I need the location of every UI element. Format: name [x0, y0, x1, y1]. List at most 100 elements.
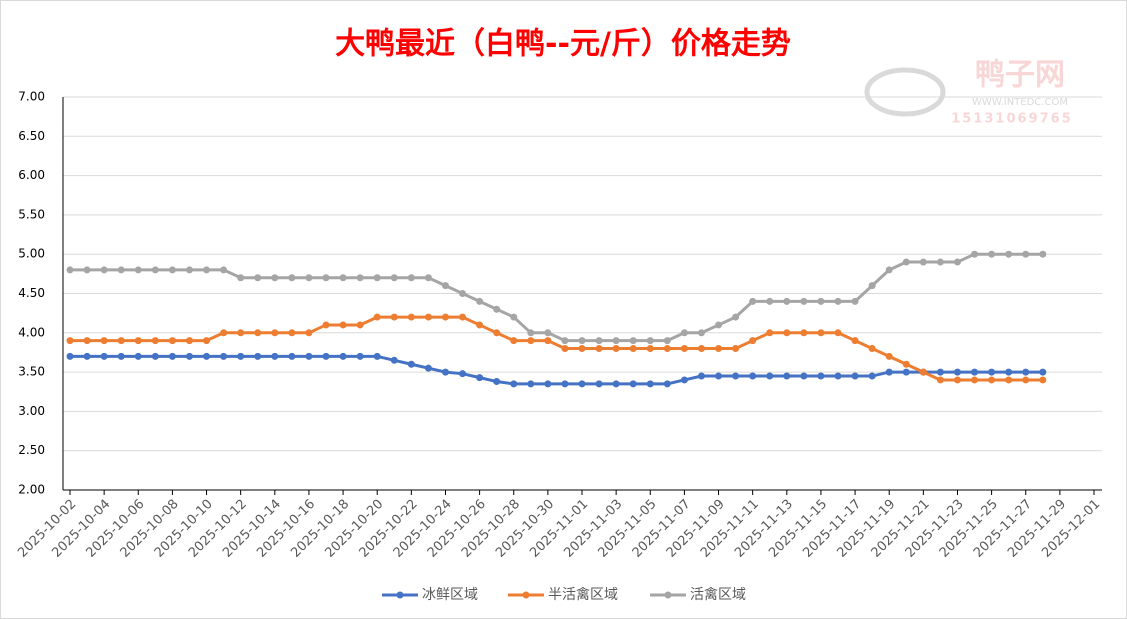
data-point [100, 352, 108, 360]
data-point [544, 337, 552, 345]
data-point [715, 321, 723, 329]
data-point [322, 352, 330, 360]
data-point [680, 345, 688, 353]
data-point [373, 274, 381, 282]
data-point [817, 372, 825, 380]
data-point [868, 345, 876, 353]
data-point [288, 352, 296, 360]
data-point [1005, 376, 1013, 384]
data-point [83, 266, 91, 274]
data-point [868, 282, 876, 290]
data-point [680, 329, 688, 337]
legend-marker [396, 591, 404, 599]
data-point [66, 266, 74, 274]
data-point [732, 313, 740, 321]
data-point [902, 258, 910, 266]
data-point [783, 297, 791, 305]
y-tick-label: 2.00 [18, 483, 45, 497]
data-point [459, 290, 467, 297]
data-point [578, 380, 586, 388]
data-point [595, 337, 603, 345]
data-point [680, 376, 688, 384]
data-point [100, 266, 108, 274]
data-point [66, 352, 74, 360]
data-point [800, 297, 808, 305]
legend-marker [664, 591, 672, 599]
data-point [663, 345, 671, 353]
data-point [476, 374, 484, 382]
data-point [732, 372, 740, 380]
data-point [885, 266, 893, 274]
data-point [203, 352, 211, 360]
data-point [493, 378, 501, 386]
data-point [459, 313, 467, 321]
data-point [390, 356, 398, 364]
data-point [305, 329, 313, 337]
data-point [988, 376, 996, 384]
data-point [749, 337, 757, 345]
y-tick-label: 4.50 [18, 286, 45, 300]
data-point [766, 372, 774, 380]
data-point [902, 368, 910, 376]
data-point [305, 274, 313, 282]
data-point [237, 329, 245, 337]
data-point [612, 380, 620, 388]
data-point [134, 337, 142, 345]
data-point [1005, 368, 1013, 376]
data-point [936, 376, 944, 384]
data-point [766, 297, 774, 305]
data-point [1022, 368, 1030, 376]
data-point [527, 337, 535, 345]
data-point [288, 329, 296, 337]
data-point [390, 313, 398, 321]
data-point [817, 329, 825, 337]
data-point [441, 313, 449, 321]
data-point [356, 274, 364, 282]
watermark: 鸭子网 WWW.INTEDC.COM 15131069765 [864, 58, 1073, 127]
data-point [271, 329, 279, 337]
data-point [151, 352, 159, 360]
data-point [510, 380, 518, 388]
data-point [356, 352, 364, 360]
y-tick-label: 4.00 [18, 325, 45, 339]
data-point [288, 274, 296, 282]
data-point [851, 337, 859, 345]
data-point [185, 266, 193, 274]
data-point [663, 337, 671, 345]
data-point [527, 380, 535, 388]
series-line [70, 252, 1043, 343]
data-point [936, 368, 944, 376]
data-point [544, 329, 552, 337]
data-point [220, 352, 228, 360]
data-point [220, 266, 228, 274]
data-point [390, 274, 398, 282]
data-point [168, 352, 176, 360]
data-point [134, 266, 142, 274]
watermark-phone: 15131069765 [951, 112, 1073, 127]
data-point [339, 321, 347, 329]
data-point [220, 329, 228, 337]
data-point [66, 337, 74, 345]
data-point [971, 376, 979, 384]
data-point [971, 368, 979, 376]
data-point [117, 352, 125, 360]
data-point [919, 258, 927, 266]
data-point [117, 337, 125, 345]
data-point [1005, 250, 1013, 258]
data-point [629, 337, 637, 345]
data-point [203, 337, 211, 345]
data-point [988, 250, 996, 258]
data-point [203, 266, 211, 274]
data-point [971, 250, 979, 258]
data-point [817, 297, 825, 305]
data-point [1039, 368, 1047, 376]
data-point [629, 345, 637, 353]
data-point [407, 313, 415, 321]
data-point [595, 345, 603, 353]
data-point [185, 352, 193, 360]
y-tick-label: 5.50 [18, 207, 45, 221]
data-point [902, 360, 910, 368]
data-point [510, 337, 518, 345]
data-point [322, 274, 330, 282]
data-point [834, 372, 842, 380]
